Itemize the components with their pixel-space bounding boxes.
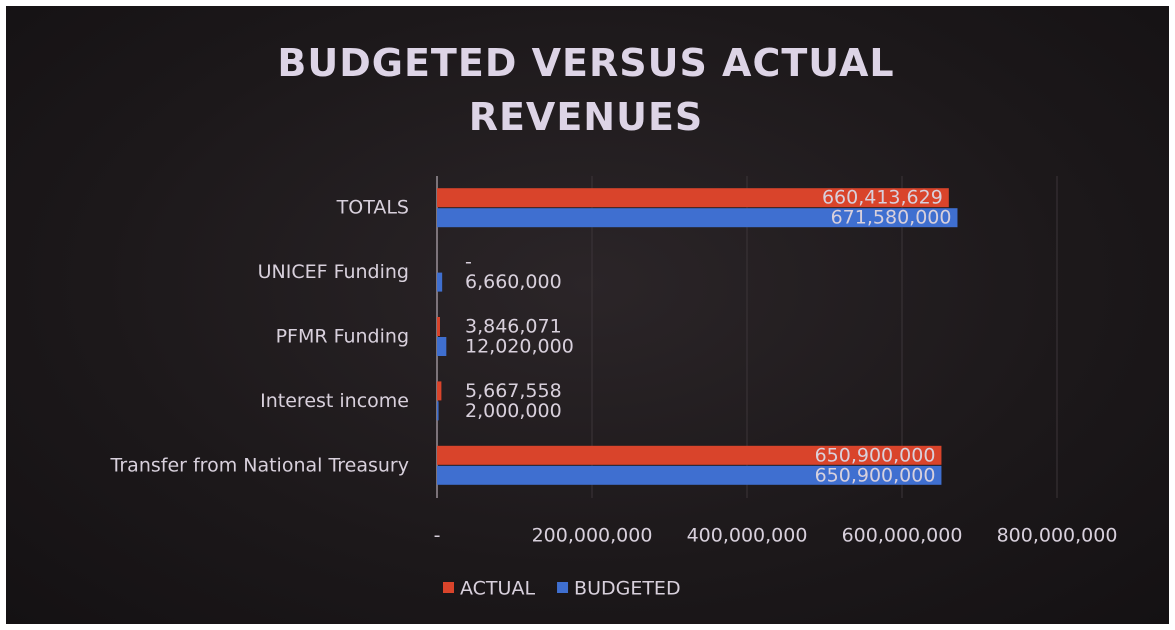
y-tick-label: Interest income (260, 390, 409, 412)
data-label: 5,667,558 (465, 380, 562, 402)
data-label: 671,580,000 (831, 207, 952, 229)
legend-label: ACTUAL (460, 578, 535, 600)
bar (437, 188, 949, 208)
x-tick-label: 600,000,000 (842, 525, 963, 547)
data-label: 2,000,000 (465, 400, 562, 422)
y-tick-label: TOTALS (336, 197, 409, 219)
x-tick-label: 400,000,000 (687, 525, 808, 547)
bar (437, 381, 442, 401)
data-label: 650,900,000 (815, 464, 936, 486)
chart-area: BUDGETED VERSUS ACTUAL REVENUES - 200,000… (6, 6, 1169, 624)
legend-swatch (557, 582, 569, 593)
data-label: 3,846,071 (465, 316, 562, 338)
bar (437, 465, 942, 485)
y-tick-label: Transfer from National Treasury (110, 454, 409, 476)
bar (437, 317, 440, 336)
bar (437, 208, 958, 228)
chart: - 200,000,000 400,000,000 600,000,000 800,00… (110, 176, 1118, 600)
legend-label: BUDGETED (574, 578, 681, 600)
data-label: 12,020,000 (465, 336, 574, 358)
data-label: - (465, 251, 472, 273)
bar (437, 337, 447, 356)
x-tick-label: - (434, 525, 441, 547)
data-label: 660,413,629 (822, 187, 943, 209)
chart-title: BUDGETED VERSUS ACTUAL REVENUES (277, 41, 895, 139)
y-tick-label: UNICEF Funding (258, 261, 409, 283)
bar (437, 401, 439, 421)
bar (437, 445, 942, 465)
legend-swatch (443, 582, 454, 593)
bar (437, 272, 443, 292)
data-label: 650,900,000 (815, 444, 936, 466)
x-tick-label: 200,000,000 (532, 525, 653, 547)
x-tick-label: 800,000,000 (997, 525, 1118, 547)
y-tick-label: PFMR Funding (276, 326, 409, 348)
data-label: 6,660,000 (465, 271, 562, 293)
